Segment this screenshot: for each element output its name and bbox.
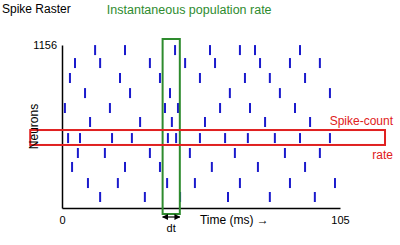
- spike: [284, 148, 286, 158]
- spike: [234, 148, 236, 158]
- spike: [247, 133, 249, 143]
- spike: [309, 117, 311, 127]
- region-box: [163, 39, 180, 214]
- spike: [269, 192, 271, 202]
- spike: [119, 73, 121, 83]
- spike: [175, 133, 177, 143]
- spike: [104, 148, 106, 158]
- spike: [109, 103, 111, 113]
- spike: [169, 88, 171, 98]
- tick-label: 105: [331, 214, 349, 226]
- spike: [254, 45, 256, 55]
- spike: [166, 178, 168, 188]
- spike: [211, 162, 213, 172]
- spike: [304, 162, 306, 172]
- spike: [289, 178, 291, 188]
- spike: [227, 192, 229, 202]
- spike: [299, 133, 301, 143]
- spike: [74, 58, 76, 68]
- spike: [67, 133, 69, 143]
- spike: [171, 117, 173, 127]
- spike: [99, 192, 101, 202]
- spike: [289, 58, 291, 68]
- spike: [319, 58, 321, 68]
- spike: [77, 148, 79, 158]
- spike: [299, 45, 301, 55]
- spike: [174, 45, 176, 55]
- spike: [279, 88, 281, 98]
- spikes: [65, 45, 335, 202]
- spike: [124, 162, 126, 172]
- spike: [269, 73, 271, 83]
- spike: [249, 103, 251, 113]
- region-label: Spike-count: [330, 114, 394, 128]
- spike: [204, 117, 206, 127]
- spike: [259, 58, 261, 68]
- spike: [124, 45, 126, 55]
- width-arrow: [163, 216, 180, 217]
- spike: [304, 73, 306, 83]
- spike: [294, 103, 296, 113]
- spike: [117, 178, 119, 188]
- spike: [159, 162, 161, 172]
- chart: 0 105 1156 Spike Raster Neurons Time (ms) → In…: [0, 0, 400, 245]
- spike: [224, 133, 226, 143]
- spike: [239, 45, 241, 55]
- spike: [131, 133, 133, 143]
- x-axis-title: Time (ms) →: [200, 213, 269, 227]
- spike: [111, 133, 113, 143]
- plot-area: 0 105 1156: [30, 39, 385, 226]
- spike: [239, 178, 241, 188]
- spike: [209, 45, 211, 55]
- spike: [214, 58, 216, 68]
- spike: [329, 133, 331, 143]
- spike: [319, 148, 321, 158]
- axis-line: [63, 208, 341, 210]
- spike: [64, 103, 66, 113]
- spike: [274, 133, 276, 143]
- tick-label: 0: [59, 214, 65, 226]
- tick: 105: [331, 208, 349, 226]
- tick: 0: [59, 208, 65, 226]
- spike: [159, 73, 161, 83]
- spike: [334, 178, 336, 188]
- region-box: [30, 130, 385, 145]
- axis-line: [62, 46, 64, 209]
- spike: [129, 88, 131, 98]
- region-label: rate: [372, 148, 393, 162]
- spike: [84, 88, 86, 98]
- spike: [164, 103, 166, 113]
- spike: [177, 103, 179, 113]
- spike: [194, 178, 196, 188]
- spike: [99, 58, 101, 68]
- y-axis-title: Neurons: [27, 104, 41, 149]
- spike: [264, 117, 266, 127]
- spike: [219, 103, 221, 113]
- spike: [189, 148, 191, 158]
- spike: [184, 58, 186, 68]
- spike: [244, 73, 246, 83]
- spike: [229, 88, 231, 98]
- spike: [79, 133, 81, 143]
- title: Spike Raster: [2, 2, 71, 16]
- spike: [257, 162, 259, 172]
- spike: [94, 45, 96, 55]
- spike: [199, 73, 201, 83]
- spike: [314, 192, 316, 202]
- spike: [329, 88, 331, 98]
- spike: [144, 192, 146, 202]
- width-label: dt: [167, 222, 176, 234]
- spike: [149, 148, 151, 158]
- region-label: Instantaneous population rate: [107, 3, 272, 17]
- spike: [71, 162, 73, 172]
- spike: [167, 133, 169, 143]
- spike: [199, 133, 201, 143]
- tick: 1156: [33, 39, 62, 51]
- spike: [87, 178, 89, 188]
- spike: [139, 117, 141, 127]
- spike: [149, 58, 151, 68]
- tick-label: 1156: [33, 39, 57, 51]
- spike: [89, 117, 91, 127]
- spike: [69, 73, 71, 83]
